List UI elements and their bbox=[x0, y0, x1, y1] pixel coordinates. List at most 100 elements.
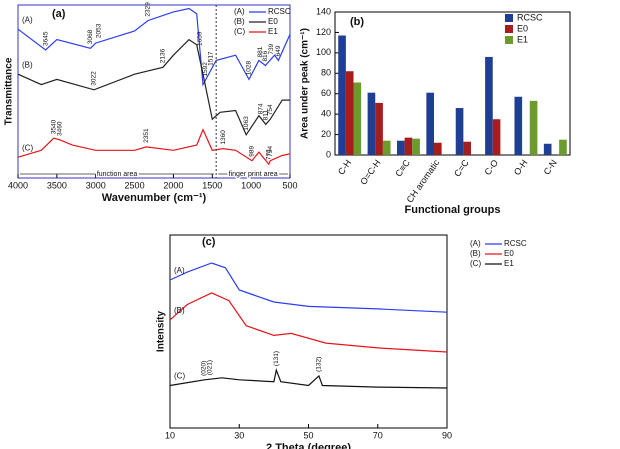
spectrum-line bbox=[17, 128, 291, 166]
x-tick-label: 2500 bbox=[125, 180, 145, 190]
y-tick-label: 40 bbox=[321, 109, 331, 119]
bar bbox=[345, 71, 354, 155]
plot-frame bbox=[17, 4, 291, 179]
panel-label: (b) bbox=[350, 16, 364, 28]
bar bbox=[404, 137, 413, 155]
legend-key: (A) bbox=[470, 239, 481, 248]
y-tick-label: 120 bbox=[316, 27, 331, 37]
peak-annotation: 2136 bbox=[160, 48, 167, 63]
series-label: (C) bbox=[22, 143, 33, 152]
peak-annotation: 3460 bbox=[57, 121, 64, 136]
legend-key: (C) bbox=[234, 27, 245, 36]
x-tick-label: 4000 bbox=[8, 180, 28, 190]
peak-annotation: (131) bbox=[273, 351, 280, 366]
peak-annotation: (020) bbox=[201, 361, 208, 376]
peak-annotation: 3540 bbox=[50, 119, 57, 134]
plot-frame bbox=[334, 11, 571, 156]
x-tick-label: C=C bbox=[452, 157, 471, 178]
series-label: (B) bbox=[22, 60, 33, 69]
legend-key: (A) bbox=[234, 7, 245, 16]
peak-annotation: 3645 bbox=[42, 31, 49, 46]
legend-swatch bbox=[505, 25, 513, 33]
peak-annotation: 1063 bbox=[243, 116, 250, 131]
bar bbox=[543, 143, 552, 155]
y-tick-label: 100 bbox=[316, 47, 331, 57]
y-axis-label: Intensity bbox=[156, 311, 167, 353]
x-tick-label: 2000 bbox=[163, 180, 183, 190]
y-tick-label: 60 bbox=[321, 88, 331, 98]
x-tick-label: 3000 bbox=[86, 180, 106, 190]
x-tick-label: C-N bbox=[542, 158, 559, 177]
peak-annotation: 881 bbox=[257, 46, 264, 57]
peak-annotation: 1517 bbox=[208, 51, 215, 66]
peak-annotation: 739 bbox=[268, 43, 275, 54]
x-tick-label: 500 bbox=[282, 180, 297, 190]
bar bbox=[433, 142, 442, 155]
peak-annotation: 2053 bbox=[96, 23, 103, 38]
bar bbox=[529, 100, 538, 155]
bar bbox=[412, 138, 420, 155]
y-tick-label: 80 bbox=[321, 68, 331, 78]
series-label: (B) bbox=[174, 306, 185, 315]
spectrum-line bbox=[169, 367, 448, 389]
bar bbox=[559, 139, 567, 155]
peak-annotation: 811 bbox=[263, 110, 270, 121]
spectrum-line bbox=[17, 38, 290, 137]
x-tick-label: 90 bbox=[442, 430, 452, 440]
x-axis-label: Wavenumber (cm⁻¹) bbox=[102, 192, 207, 204]
bar bbox=[463, 141, 472, 155]
x-tick-label: O-H bbox=[512, 158, 530, 177]
bar bbox=[396, 140, 405, 155]
legend-label: E1 bbox=[268, 27, 278, 36]
x-tick-label: 50 bbox=[303, 430, 313, 440]
y-axis-label: Transmittance bbox=[4, 57, 15, 125]
bar bbox=[367, 92, 376, 155]
peak-annotation: 1028 bbox=[246, 61, 253, 76]
spectrum-line bbox=[169, 262, 448, 313]
peak-annotation: 874 bbox=[258, 103, 265, 114]
peak-annotation: 816 bbox=[262, 50, 269, 61]
peak-annotation: 989 bbox=[249, 145, 256, 156]
legend-key: (B) bbox=[470, 249, 481, 258]
y-tick-label: 140 bbox=[316, 6, 331, 16]
peak-annotation: 1592 bbox=[202, 62, 209, 77]
legend-label: E0 bbox=[504, 249, 514, 258]
legend-label: E1 bbox=[504, 259, 514, 268]
x-tick-label: 3500 bbox=[47, 180, 67, 190]
x-tick-label: C≡C bbox=[393, 157, 412, 178]
peak-annotation: 2329 bbox=[145, 2, 152, 17]
y-tick-label: 20 bbox=[321, 129, 331, 139]
peak-annotation: (021) bbox=[207, 360, 214, 375]
bar bbox=[382, 140, 391, 155]
legend-swatch bbox=[505, 36, 513, 44]
bar bbox=[485, 56, 493, 155]
x-axis-label: Functional groups bbox=[405, 204, 501, 216]
region-label: function area bbox=[97, 171, 138, 178]
spectrum-line bbox=[17, 7, 291, 87]
peak-annotation: 1360 bbox=[220, 130, 227, 145]
bar bbox=[514, 96, 523, 155]
panel-label: (c) bbox=[202, 236, 216, 248]
legend-label: RCSC bbox=[517, 12, 543, 22]
peak-annotation: 754 bbox=[267, 104, 274, 115]
bar bbox=[338, 35, 346, 155]
legend-swatch bbox=[505, 14, 513, 22]
peak-annotation: 754 bbox=[267, 145, 274, 156]
x-tick-label: 30 bbox=[234, 430, 244, 440]
legend-label: E0 bbox=[517, 23, 528, 33]
legend-label: RCSC bbox=[268, 7, 291, 16]
x-axis-label: 2 Theta (degree) bbox=[266, 442, 351, 449]
x-tick-label: 70 bbox=[373, 430, 383, 440]
peak-annotation: 3068 bbox=[87, 29, 94, 44]
peak-annotation: (132) bbox=[316, 357, 323, 372]
peak-annotation: 773 bbox=[266, 149, 273, 160]
y-axis-label: Area under peak (cm⁻¹) bbox=[300, 28, 311, 139]
peak-annotation: 1659 bbox=[197, 31, 204, 46]
legend-key: (B) bbox=[234, 17, 245, 26]
panel-label: (a) bbox=[52, 8, 66, 20]
legend-label: E1 bbox=[517, 34, 528, 44]
legend-label: RCSC bbox=[504, 239, 527, 248]
x-tick-label: C-H bbox=[336, 158, 353, 177]
bar bbox=[353, 82, 362, 155]
